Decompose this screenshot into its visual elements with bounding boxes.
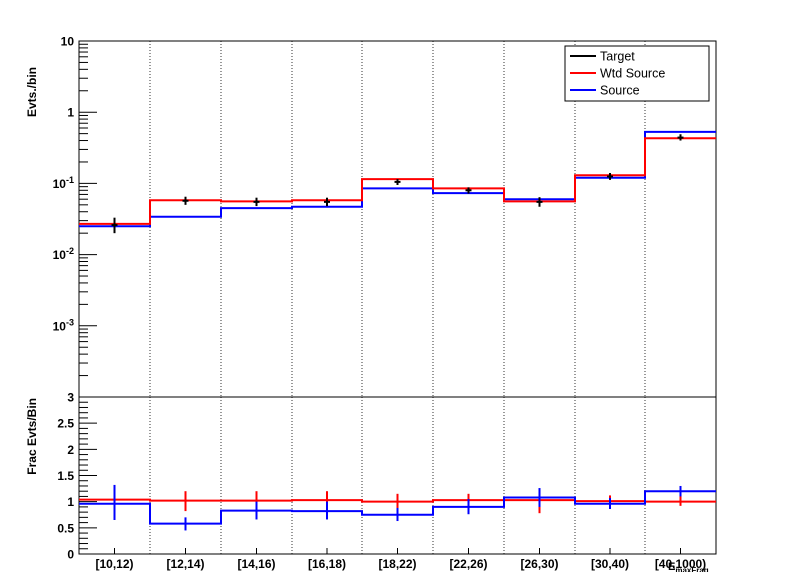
bottom-pad: 0 0.5 1 1.5 2 2.5 3 [10,12) [12,14) [14,16) [16,1…	[25, 391, 717, 575]
bottom-vertical-grid	[149, 397, 646, 554]
bottom-y-tick-label: 1	[67, 495, 74, 509]
top-y-tick-label: 10	[61, 35, 75, 49]
top-y-tick-label: 1	[67, 106, 74, 120]
top-y-tick-label-exponent: -1	[66, 175, 74, 185]
legend: Target Wtd Source Source	[564, 45, 710, 102]
bottom-y-tick-label: 3	[67, 391, 74, 405]
legend-source-label: Source	[600, 84, 640, 98]
x-axis-title-main: E	[668, 561, 675, 572]
x-tick-label-40-1000: [40,1000)	[655, 557, 706, 571]
top-y-tick-label-exponent: -2	[66, 246, 74, 256]
top-y-tick-label-base: 1	[67, 106, 74, 120]
top-y-tick-label-base: 10	[53, 248, 67, 262]
x-tick-label-12-14: [12,14)	[166, 557, 204, 571]
top-y-tick-label: 10-1	[53, 175, 74, 191]
x-tick-label-22-26: [22,26)	[449, 557, 487, 571]
top-y-tick-label: 10-3	[53, 317, 74, 333]
bottom-y-axis-title: Frac Evts/Bin	[25, 398, 39, 475]
top-y-tick-label: 10-2	[53, 246, 74, 262]
x-tick-label-14-16: [14,16)	[237, 557, 275, 571]
top-series-group	[79, 130, 716, 234]
bottom-y-tick-label: 1.5	[57, 469, 74, 483]
bottom-y-tick-label: 2.5	[57, 417, 74, 431]
x-tick-label-10-12: [10,12)	[95, 557, 133, 571]
top-y-tick-label-base: 10	[61, 35, 75, 49]
bottom-y-axis-ticks	[79, 396, 97, 555]
x-axis-tick-labels: [10,12) [12,14) [14,16) [16,18) [18,22) [22,2…	[95, 548, 706, 571]
x-tick-label-26-30: [26,30)	[520, 557, 558, 571]
legend-wtd-source-label: Wtd Source	[600, 67, 665, 81]
x-tick-label-18-22: [18,22)	[378, 557, 416, 571]
wtd-source-step-line	[79, 137, 716, 225]
top-y-tick-label-exponent: -3	[66, 317, 74, 327]
bottom-y-axis-tick-labels: 0 0.5 1 1.5 2 2.5 3	[57, 391, 74, 562]
x-tick-label-30-40: [30,40)	[591, 557, 629, 571]
bottom-series-group	[79, 484, 716, 531]
top-y-axis-ticks	[79, 40, 97, 398]
bottom-y-tick-label: 0	[67, 548, 74, 562]
x-axis-title-sub: maxFrag	[675, 566, 708, 572]
top-y-tick-label-base: 10	[53, 319, 67, 333]
source-step-line	[79, 130, 716, 228]
legend-target-label: Target	[600, 50, 635, 64]
x-tick-label-16-18: [16,18)	[308, 557, 346, 571]
x-axis-title: EmaxFrag	[668, 561, 709, 572]
top-y-axis-title: Evts./bin	[25, 67, 39, 117]
top-y-tick-label-base: 10	[53, 177, 67, 191]
bottom-y-tick-label: 0.5	[57, 521, 74, 535]
bottom-y-tick-label: 2	[67, 443, 74, 457]
